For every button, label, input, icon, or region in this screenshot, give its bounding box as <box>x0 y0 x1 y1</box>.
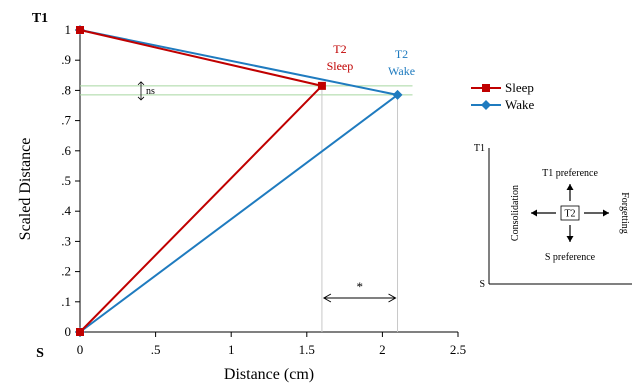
sleep-series-line <box>79 29 324 333</box>
inset-right-label: Forgetting <box>619 192 630 233</box>
inset-up-arrow-head <box>566 184 574 190</box>
y-tick-label: .8 <box>61 82 71 97</box>
ns-annotation: ns <box>146 86 155 97</box>
x-tick-label: 2 <box>379 342 386 357</box>
wake-series-line <box>79 29 400 333</box>
inset-bottom-corner-label: S <box>479 279 485 290</box>
plot-area: 0 .1 .2 .3 .4 .5 .6 .7 .8 .9 1 0 .5 1 1.5 2 2.5 Distance … <box>17 11 534 383</box>
y-tick-label: .5 <box>61 173 71 188</box>
ns-arrow-head <box>137 96 145 101</box>
legend-wake-marker <box>481 100 491 110</box>
significance-star: * <box>356 279 363 294</box>
inset-center-box <box>560 205 580 221</box>
star-arrow-head <box>322 293 332 303</box>
sleep-point-label: Sleep <box>327 59 354 73</box>
inset-left-arrow-head <box>531 209 537 217</box>
wake-point-label: Wake <box>388 64 415 78</box>
y-tick-label: .4 <box>61 203 71 218</box>
y-tick-label: .7 <box>61 113 71 128</box>
sleep-point-marker <box>76 26 84 34</box>
sleep-point-marker <box>317 81 326 90</box>
y-tick-label: .6 <box>61 143 71 158</box>
inset-right-arrow-head <box>603 209 609 217</box>
schematic-inset: T1 S T2 T1 preference S preference Consolidat… <box>474 143 632 290</box>
y-tick-label: .2 <box>61 264 71 279</box>
legend-wake-label: Wake <box>505 97 534 112</box>
ns-arrow-head <box>137 81 145 86</box>
x-tick-label: 0 <box>77 342 84 357</box>
inset-down-label: S preference <box>545 252 596 263</box>
wake-point-label: T2 <box>395 47 408 61</box>
y-tick-label: 0 <box>65 324 72 339</box>
wake-point-marker <box>392 89 403 100</box>
legend-sleep-label: Sleep <box>505 80 534 95</box>
y-bottom-label: S <box>36 346 44 361</box>
y-tick-label: .1 <box>61 294 71 309</box>
inset-left-label: Consolidation <box>510 185 521 241</box>
y-tick-label: .9 <box>61 52 71 67</box>
inset-down-arrow-head <box>566 236 574 242</box>
x-tick-label: 1.5 <box>299 342 315 357</box>
y-tick-label: .3 <box>61 233 71 248</box>
y-top-label: T1 <box>32 11 48 26</box>
sleep-point-marker <box>76 328 84 336</box>
legend-sleep-marker <box>482 84 490 92</box>
sleep-point-label: T2 <box>333 42 346 56</box>
inset-center-label: T2 <box>564 209 575 220</box>
x-tick-label: 1 <box>228 342 235 357</box>
x-axis-label: Distance (cm) <box>224 366 314 383</box>
star-arrow-head <box>388 293 397 303</box>
inset-top-corner-label: T1 <box>474 143 485 154</box>
x-tick-label: .5 <box>151 342 161 357</box>
y-axis-label: Scaled Distance <box>17 138 34 241</box>
x-tick-label: 2.5 <box>450 342 466 357</box>
y-tick-label: 1 <box>65 22 72 37</box>
inset-up-label: T1 preference <box>542 168 598 179</box>
